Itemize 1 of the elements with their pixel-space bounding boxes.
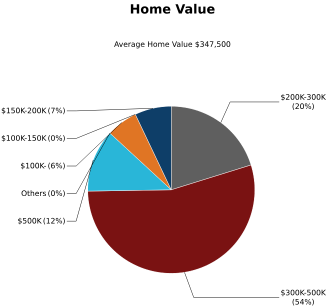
chart-title: Home Value: [130, 4, 215, 14]
